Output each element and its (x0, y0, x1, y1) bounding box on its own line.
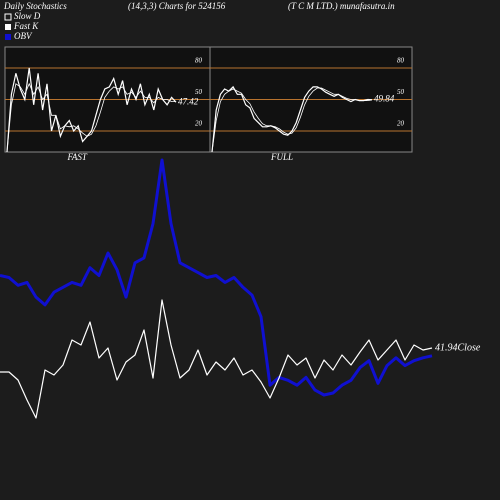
panel-title: FAST (67, 152, 88, 162)
stoch-line (211, 87, 373, 153)
legend-swatch (4, 13, 12, 21)
y-tick-label: 80 (397, 57, 405, 65)
legend-label: OBV (14, 31, 33, 41)
legend-label: Slow D (14, 11, 41, 21)
close-line (0, 299, 433, 419)
y-tick-label: 50 (195, 88, 203, 96)
stoch-line (6, 82, 176, 153)
header-center: (14,3,3) Charts for 524156 (128, 1, 226, 11)
y-tick-label: 80 (195, 57, 203, 65)
legend-swatch (5, 34, 11, 40)
obv-line (0, 158, 433, 397)
y-tick-label: 20 (397, 120, 405, 128)
y-tick-label: 50 (397, 88, 405, 96)
legend-label: Fast K (13, 21, 39, 31)
value-label: 47.42 (178, 96, 199, 106)
header-right: (T C M LTD.) munafasutra.in (288, 1, 395, 11)
value-label: 41.94 (435, 342, 458, 353)
stoch-line (211, 85, 373, 153)
y-tick-label: 20 (195, 120, 203, 128)
legend-swatch (5, 24, 11, 30)
series-label: Close (458, 342, 481, 353)
value-label: 49.84 (374, 94, 395, 104)
panel-title: FULL (270, 152, 293, 162)
header-left: Daily Stochastics (3, 1, 67, 11)
